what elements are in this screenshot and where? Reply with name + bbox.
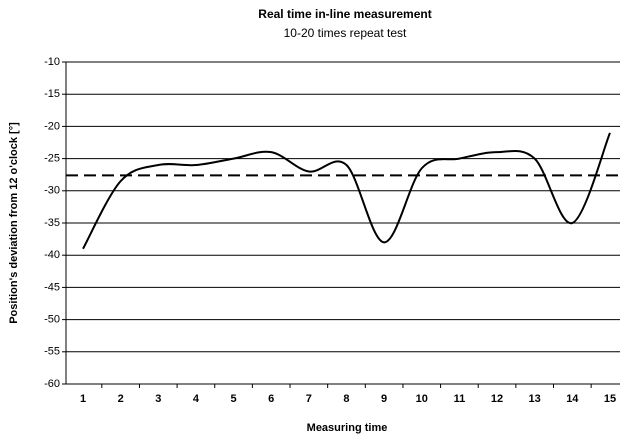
x-tick-label: 4: [193, 393, 200, 405]
x-tick-label: 14: [566, 393, 579, 405]
x-tick-label: 1: [80, 393, 86, 405]
x-tick-label: 15: [604, 393, 616, 405]
y-tick-label: -10: [44, 56, 60, 68]
x-axis-label: Measuring time: [307, 422, 388, 434]
x-tick-label: 5: [230, 393, 236, 405]
x-tick-label: 9: [381, 393, 387, 405]
chart-title: Real time in-line measurement: [258, 7, 431, 21]
x-tick-label: 8: [343, 393, 349, 405]
x-tick-label: 7: [306, 393, 312, 405]
y-tick-label: -60: [44, 378, 60, 390]
y-tick-label: -15: [44, 88, 60, 100]
y-tick-label: -45: [44, 281, 60, 293]
y-tick-label: -35: [44, 217, 60, 229]
x-tick-label: 13: [529, 393, 541, 405]
x-tick-label: 2: [118, 393, 124, 405]
x-tick-label: 3: [155, 393, 161, 405]
y-tick-label: -50: [44, 314, 60, 326]
y-tick-label: -55: [44, 346, 60, 358]
x-tick-label: 10: [416, 393, 428, 405]
x-tick-label: 11: [454, 393, 466, 405]
x-tick-label: 6: [268, 393, 274, 405]
x-tick-label: 12: [491, 393, 503, 405]
y-tick-label: -20: [44, 120, 60, 132]
y-axis-label: Position's deviation from 12 o'clock [°]: [8, 122, 20, 324]
data-line: [82, 132, 611, 250]
y-tick-label: -40: [44, 249, 60, 261]
y-tick-label: -30: [44, 185, 60, 197]
y-tick-label: -25: [44, 153, 60, 165]
chart-subtitle: 10-20 times repeat test: [284, 26, 407, 40]
